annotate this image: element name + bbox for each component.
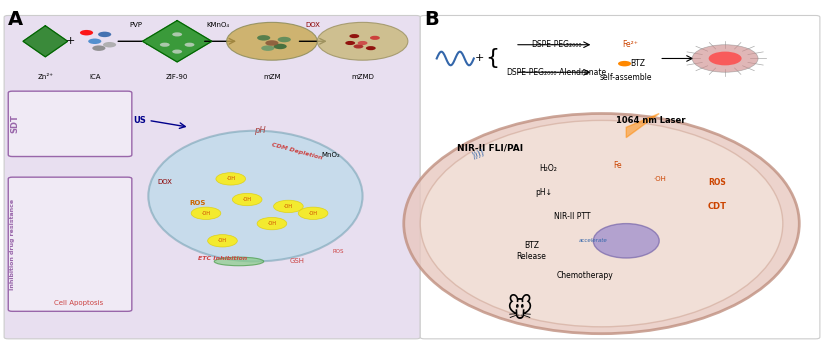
Text: accelerate: accelerate bbox=[579, 238, 607, 243]
Text: ·OH: ·OH bbox=[284, 204, 293, 209]
Text: ICA: ICA bbox=[89, 74, 101, 80]
Circle shape bbox=[172, 32, 182, 36]
Text: Chemotherapy: Chemotherapy bbox=[557, 271, 613, 280]
Circle shape bbox=[208, 235, 237, 247]
Text: Zn²⁺: Zn²⁺ bbox=[37, 74, 54, 80]
Text: A: A bbox=[8, 10, 23, 29]
Text: SDT: SDT bbox=[10, 115, 19, 133]
Text: ·OH: ·OH bbox=[218, 238, 227, 243]
Text: ·OH: ·OH bbox=[309, 211, 317, 216]
Text: mZM: mZM bbox=[263, 74, 281, 80]
Text: ·OH: ·OH bbox=[227, 176, 235, 181]
Circle shape bbox=[227, 22, 317, 60]
Circle shape bbox=[358, 41, 368, 45]
Text: 🐭: 🐭 bbox=[506, 297, 532, 322]
Text: ROS: ROS bbox=[708, 178, 726, 187]
Circle shape bbox=[257, 217, 287, 230]
Text: CDM Depletion: CDM Depletion bbox=[270, 142, 323, 161]
Text: NIR-II FLI/PAI: NIR-II FLI/PAI bbox=[457, 143, 523, 152]
Circle shape bbox=[232, 193, 262, 206]
Circle shape bbox=[345, 41, 355, 45]
Text: 1064 nm Laser: 1064 nm Laser bbox=[616, 116, 686, 125]
Text: +: + bbox=[475, 53, 485, 64]
Circle shape bbox=[353, 44, 363, 49]
Circle shape bbox=[103, 42, 116, 47]
Polygon shape bbox=[626, 114, 659, 138]
Text: BTZ: BTZ bbox=[630, 59, 645, 68]
Circle shape bbox=[274, 200, 303, 213]
Text: )))): )))) bbox=[471, 148, 485, 161]
Text: MnO₂: MnO₂ bbox=[321, 152, 340, 158]
Text: ZIF-90: ZIF-90 bbox=[166, 74, 189, 80]
Ellipse shape bbox=[148, 131, 363, 261]
Text: +: + bbox=[65, 36, 75, 46]
Circle shape bbox=[278, 37, 291, 42]
FancyBboxPatch shape bbox=[420, 15, 820, 339]
Ellipse shape bbox=[420, 120, 783, 327]
Circle shape bbox=[349, 34, 359, 38]
Text: Cell Apoptosis: Cell Apoptosis bbox=[54, 300, 103, 306]
Text: Fe²⁺: Fe²⁺ bbox=[622, 40, 638, 49]
Text: ETC Inhibition: ETC Inhibition bbox=[198, 256, 247, 260]
Circle shape bbox=[160, 43, 170, 47]
Text: Fe: Fe bbox=[614, 161, 622, 170]
Text: DSPE-PEG₂₀₀₀: DSPE-PEG₂₀₀₀ bbox=[531, 40, 582, 49]
Text: {: { bbox=[485, 49, 499, 68]
Circle shape bbox=[317, 22, 408, 60]
Text: pH↓: pH↓ bbox=[536, 188, 552, 197]
Text: ·OH: ·OH bbox=[268, 221, 276, 226]
Circle shape bbox=[265, 40, 279, 46]
Text: US: US bbox=[133, 116, 147, 125]
Polygon shape bbox=[143, 21, 212, 62]
Ellipse shape bbox=[593, 224, 659, 258]
Circle shape bbox=[298, 207, 328, 219]
Text: DOX: DOX bbox=[306, 22, 321, 28]
Circle shape bbox=[257, 35, 270, 41]
Text: KMnO₄: KMnO₄ bbox=[207, 22, 230, 28]
Circle shape bbox=[709, 52, 742, 65]
Text: DSPE-PEG₂₀₀₀-Alendronate: DSPE-PEG₂₀₀₀-Alendronate bbox=[506, 68, 606, 77]
Text: self-assemble: self-assemble bbox=[600, 73, 653, 82]
Circle shape bbox=[274, 44, 287, 49]
Circle shape bbox=[185, 43, 194, 47]
Text: CDT: CDT bbox=[707, 202, 727, 211]
Circle shape bbox=[191, 207, 221, 219]
Circle shape bbox=[366, 46, 376, 50]
Circle shape bbox=[216, 173, 246, 185]
Ellipse shape bbox=[404, 114, 799, 334]
FancyBboxPatch shape bbox=[8, 91, 132, 157]
Text: PVP: PVP bbox=[129, 22, 143, 28]
Text: Inhibition drug resistance: Inhibition drug resistance bbox=[10, 199, 15, 290]
Circle shape bbox=[88, 39, 101, 44]
Text: ·OH: ·OH bbox=[653, 176, 666, 182]
Text: ROS: ROS bbox=[332, 249, 344, 254]
FancyBboxPatch shape bbox=[8, 177, 132, 311]
Text: GSH: GSH bbox=[289, 258, 304, 265]
Circle shape bbox=[370, 36, 380, 40]
Text: B: B bbox=[424, 10, 439, 29]
Text: ·OH: ·OH bbox=[202, 211, 210, 216]
Text: BTZ
Release: BTZ Release bbox=[517, 241, 546, 261]
Text: H₂O₂: H₂O₂ bbox=[539, 164, 557, 173]
Text: pH: pH bbox=[254, 126, 265, 135]
Circle shape bbox=[92, 45, 105, 51]
Text: NIR-II PTT: NIR-II PTT bbox=[555, 212, 591, 221]
Polygon shape bbox=[23, 26, 68, 57]
FancyBboxPatch shape bbox=[4, 15, 420, 339]
Text: mZMD: mZMD bbox=[351, 74, 374, 80]
Circle shape bbox=[692, 45, 758, 72]
Circle shape bbox=[172, 50, 182, 54]
Ellipse shape bbox=[214, 257, 264, 266]
Circle shape bbox=[618, 61, 631, 66]
Circle shape bbox=[98, 32, 111, 37]
Text: ROS: ROS bbox=[190, 200, 206, 206]
Circle shape bbox=[80, 30, 93, 35]
Text: ·OH: ·OH bbox=[243, 197, 251, 202]
Text: DOX: DOX bbox=[157, 179, 172, 185]
Circle shape bbox=[261, 45, 274, 51]
